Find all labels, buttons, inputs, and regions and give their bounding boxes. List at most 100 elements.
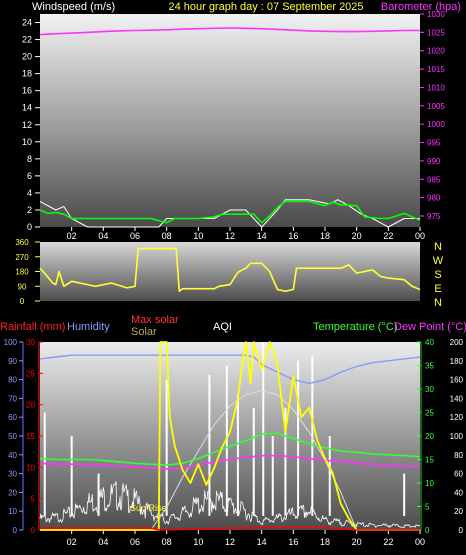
time-tick-label: 20	[352, 537, 362, 547]
time-tick-label: 02	[67, 231, 77, 241]
top-plot-area	[40, 14, 420, 227]
time-tick-label: 16	[288, 231, 298, 241]
barometer-tick-label: 1000	[427, 120, 445, 129]
graph-title: 24 hour graph day : 07 September 2025	[168, 1, 363, 13]
aqi-tick-label: 100	[450, 432, 464, 441]
degree-tick-label: 270	[15, 253, 29, 262]
top-time-ticks: 02 04 06 08 10 12 14 16 18 20 22 00	[67, 227, 425, 241]
aqi-tick-label: 180	[450, 357, 464, 366]
bottom-series	[39, 341, 421, 531]
windspeed-tick-label: 16	[22, 86, 32, 96]
barometer-tick-label: 985	[427, 175, 441, 184]
barometer-tick-label: 975	[427, 212, 441, 221]
direction-degree-ticks: 0 90 180 270 360	[15, 238, 40, 306]
rain-tick-label: 15	[26, 432, 35, 441]
time-tick-label: 18	[320, 537, 330, 547]
aqi-tick-label: 120	[450, 413, 464, 422]
humidity-tick-label: 100	[4, 338, 18, 347]
time-tick-label: 00	[415, 537, 425, 547]
windspeed-tick-label: 4	[27, 188, 32, 198]
degree-tick-label: 0	[20, 297, 25, 306]
rainfall-line	[40, 526, 420, 531]
barometer-line	[39, 27, 420, 36]
legend-aqi: AQI	[213, 321, 232, 333]
humidity-tick-label: 10	[8, 507, 17, 516]
windspeed-tick-label: 18	[22, 69, 32, 79]
aqi-tick-label: 80	[454, 451, 463, 460]
time-tick-label: 20	[352, 231, 362, 241]
humidity-tick-label: 30	[8, 470, 17, 479]
humidity-tick-label: 70	[8, 394, 17, 403]
windspeed-tick-label: 12	[22, 120, 32, 130]
humidity-ticks: 0 10 20 30 40 50 60 70 80 90 100	[4, 338, 23, 535]
barometer-ticks: 975 980 985 990 995 1000 1005 1010 1015 1020 1025 1…	[420, 10, 445, 221]
temperature-ticks: 0 5 10 15 20 25 30 35 40	[417, 338, 434, 535]
bottom-plot-area	[40, 342, 420, 530]
degree-tick-label: 180	[15, 268, 29, 277]
barometer-tick-label: 980	[427, 194, 441, 203]
sunrise-annotation: Sun Rise	[130, 503, 167, 513]
compass-label: E	[434, 283, 441, 295]
temperature-tick-label: 5	[425, 503, 430, 512]
barometer-tick-label: 1005	[427, 102, 445, 111]
solar-line	[40, 341, 420, 531]
humidity-tick-label: 20	[8, 488, 17, 497]
temperature-tick-label: 35	[425, 362, 434, 371]
time-tick-label: 06	[130, 537, 140, 547]
bottom-legend: Rainfall (mm) Humidity Max solar Solar A…	[0, 314, 466, 338]
aqi-tick-label: 40	[454, 488, 463, 497]
rain-tick-label: 5	[31, 495, 36, 504]
wind-direction-line	[39, 247, 421, 293]
mid-series	[39, 247, 421, 293]
legend-dewpoint: Dew Point (°C)	[394, 321, 466, 333]
humidity-tick-label: 40	[8, 451, 17, 460]
time-tick-label: 22	[383, 231, 393, 241]
time-tick-label: 16	[288, 537, 298, 547]
time-tick-label: 08	[162, 231, 172, 241]
legend-rainfall: Rainfall (mm)	[0, 321, 65, 333]
barometer-tick-label: 995	[427, 139, 441, 148]
temperature-tick-label: 20	[425, 432, 434, 441]
time-tick-label: 00	[415, 231, 425, 241]
temperature-tick-label: 0	[425, 526, 430, 535]
time-tick-label: 06	[130, 231, 140, 241]
windspeed-tick-label: 24	[22, 18, 32, 28]
time-tick-label: 04	[98, 231, 108, 241]
time-tick-label: 10	[193, 537, 203, 547]
aqi-tick-label: 20	[454, 507, 463, 516]
time-tick-label: 22	[383, 537, 393, 547]
windspeed-tick-label: 14	[22, 103, 32, 113]
temperature-tick-label: 40	[425, 338, 434, 347]
time-tick-label: 14	[257, 231, 267, 241]
aqi-ticks: 0 20 40 60 80 100 120 140 160 180 200	[450, 338, 464, 535]
windspeed-tick-label: 20	[22, 52, 32, 62]
time-tick-label: 10	[193, 231, 203, 241]
aqi-tick-label: 0	[459, 526, 464, 535]
barometer-axis-label: Barometer (hpa)	[381, 1, 461, 13]
compass-label: S	[434, 269, 441, 281]
temperature-tick-label: 15	[425, 456, 434, 465]
aqi-tick-label: 200	[450, 338, 464, 347]
top-series	[39, 27, 421, 228]
mid-plot-area	[40, 242, 420, 301]
aqi-tick-label: 160	[450, 376, 464, 385]
barometer-tick-label: 1010	[427, 83, 445, 92]
windspeed-line	[39, 200, 421, 224]
temperature-line	[39, 432, 421, 466]
legend-solar: Solar	[131, 326, 157, 338]
temperature-tick-label: 25	[425, 409, 434, 418]
time-tick-label: 12	[225, 231, 235, 241]
time-tick-label: 14	[257, 537, 267, 547]
barometer-tick-label: 1025	[427, 28, 445, 37]
humidity-tick-label: 50	[8, 432, 17, 441]
barometer-tick-label: 1015	[427, 65, 445, 74]
legend-humidity: Humidity	[67, 321, 110, 333]
windspeed-tick-label: 22	[22, 35, 32, 45]
compass-label: N	[434, 297, 442, 309]
humidity-tick-label: 0	[13, 526, 18, 535]
aqi-tick-label: 60	[454, 470, 463, 479]
temperature-tick-label: 10	[425, 479, 434, 488]
